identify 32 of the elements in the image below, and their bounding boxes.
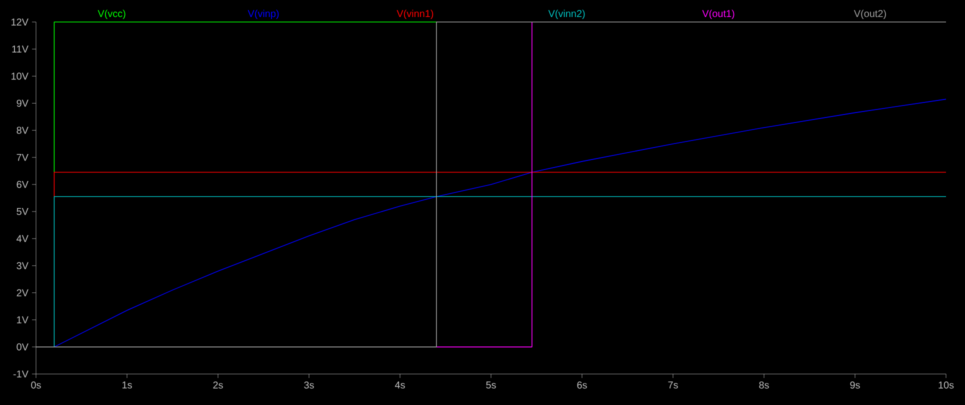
y-tick-label: 4V — [16, 235, 28, 242]
x-tick-label: 7s — [668, 382, 678, 388]
y-tick-label: 10V — [12, 72, 28, 80]
series-label: V(vcc) — [98, 10, 126, 20]
x-tick-label: 1s — [122, 382, 132, 388]
y-tick-label: 3V — [16, 262, 28, 270]
x-tick-label: 4s — [394, 382, 405, 388]
line-series — [54, 98, 946, 348]
y-tick-label: -1V — [13, 370, 28, 378]
x-tick-label: 8s — [759, 382, 769, 389]
y-tick-label: 7V — [16, 154, 28, 161]
x-tick-label: 9s — [850, 382, 860, 389]
x-tick-label: 5s — [486, 382, 496, 388]
y-tick-label: 2V — [16, 289, 28, 296]
x-tick-label: 2s — [213, 382, 223, 389]
x-tick-label: 3s — [304, 382, 314, 389]
y-tick-label: 6V — [16, 180, 28, 188]
y-tick-label: 0V — [16, 343, 28, 350]
text: V(vinn2) — [548, 10, 585, 20]
series-label: V(out2) — [854, 10, 886, 20]
y-tick-label: 1V — [17, 316, 28, 324]
y-tick-label: 5V — [16, 208, 28, 216]
text: V(vinn1) — [396, 10, 434, 20]
y-tick-label: 8V — [16, 126, 28, 134]
y-tick-label: 9V — [16, 100, 28, 107]
text: V(out1) — [702, 10, 734, 20]
y-tick-label: 11V — [12, 46, 28, 52]
x-tick-label: 6s — [577, 382, 587, 389]
text: V(vinp) — [248, 10, 279, 20]
y-tick-label: 12V — [12, 18, 28, 26]
x-tick-label: 10s — [938, 382, 954, 389]
x-tick-label: 0s — [31, 382, 41, 389]
